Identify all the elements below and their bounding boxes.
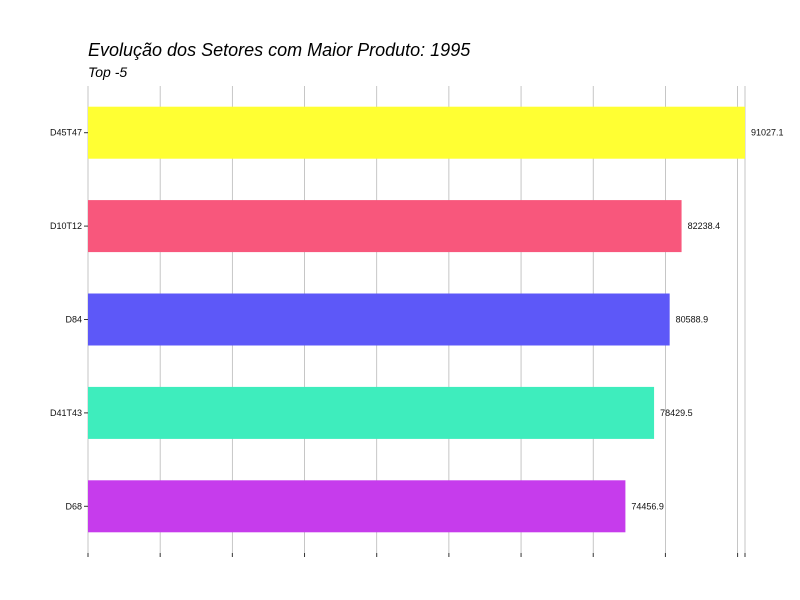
axis-ticks (84, 132, 746, 557)
bars (88, 106, 745, 533)
category-label: D10T12 (50, 221, 82, 231)
grid-lines (87, 86, 746, 553)
value-label: 74456.9 (631, 501, 664, 511)
bar-d45t47 (88, 106, 745, 159)
labels: D45T47 91027.1 D10T12 82238.4 D84 80588.9 D41T… (50, 128, 784, 512)
category-label: D41T43 (50, 408, 82, 418)
bar-d84 (88, 293, 670, 346)
value-label: 91027.1 (751, 128, 784, 138)
value-label: 80588.9 (676, 315, 709, 325)
category-label: D84 (65, 315, 82, 325)
value-label: 82238.4 (688, 221, 721, 231)
chart-title: Evolução dos Setores com Maior Produto: … (88, 40, 471, 60)
value-label: 78429.5 (660, 408, 693, 418)
chart-subtitle: Top -5 (88, 64, 128, 80)
bar-d41t43 (88, 386, 655, 439)
category-label: D68 (65, 501, 82, 511)
bar-d10t12 (88, 200, 682, 253)
bar-d68 (88, 480, 626, 533)
category-label: D45T47 (50, 128, 82, 138)
